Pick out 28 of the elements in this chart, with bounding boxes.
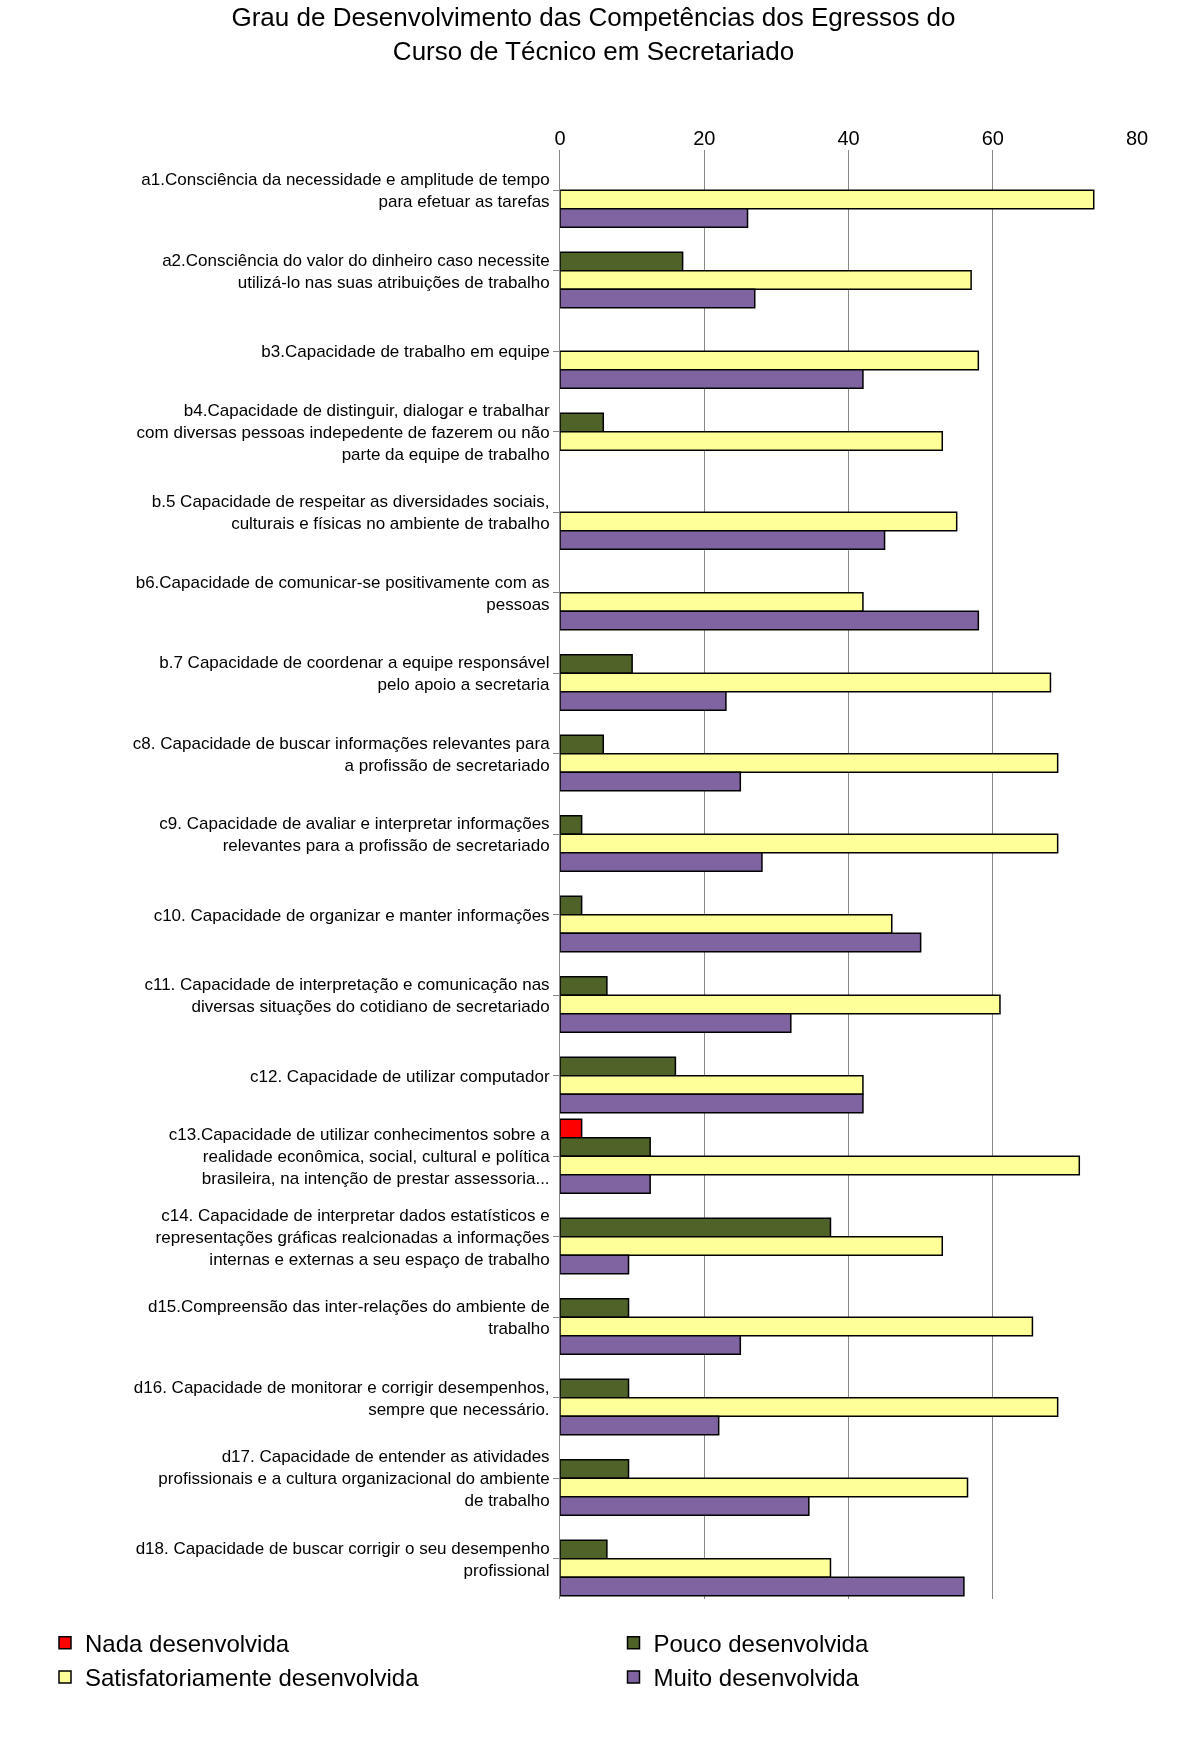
y-tick-label: c14. Capacidade de interpretar dados estatísticos e representações gráficas realcionadas a informações internas e externas a seu espaço de trabalho xyxy=(155,1205,550,1269)
y-tick-label: c10. Capacidade de organizar e manter informações xyxy=(153,905,550,925)
x-tick-label: 80 xyxy=(1125,127,1149,149)
y-tick-label: c13.Capacidade de utilizar conhecimentos sobre a realidade econômica, social, cultural e política brasileira, na intenção de prestar assessoria... xyxy=(168,1125,551,1189)
legend-label: Pouco desenvolvida xyxy=(653,1630,869,1658)
y-tick-label: b6.Capacidade de comunicar-se positivamente com as pessoas xyxy=(135,572,550,614)
y-tick-label: b4.Capacidade de distinguir, dialogar e trabalhar com diversas pessoas indepedente de fazerem ou não parte da equipe de trabalho xyxy=(136,400,550,464)
y-tick-label: c11. Capacidade de interpretação e comunicação nas diversas situações do cotidiano de secretariado xyxy=(144,975,550,1017)
y-tick-label: d15.Compreensão das inter-relações do ambiente de trabalho xyxy=(147,1297,550,1339)
x-tick-label: 40 xyxy=(837,127,860,149)
x-tick-label: 60 xyxy=(981,127,1004,149)
y-tick-label: c9. Capacidade de avaliar e interpretar informações relevantes para a profissão de secretariado xyxy=(159,814,550,856)
x-tick-label: 0 xyxy=(554,127,566,149)
y-tick-label: a1.Consciência da necessidade e amplitude de tempo para efetuar as tarefas xyxy=(141,170,550,212)
y-tick-label: b3.Capacidade de trabalho em equipe xyxy=(261,342,550,362)
legend-label: Satisfatoriamente desenvolvida xyxy=(85,1664,420,1692)
chart-title: Grau de Desenvolvimento das Competências dos Egressos do Curso de Técnico em Secretariado xyxy=(231,2,956,67)
y-tick-label: d18. Capacidade de buscar corrigir o seu desempenho profissional xyxy=(135,1538,550,1580)
legend-label: Nada desenvolvida xyxy=(85,1630,290,1658)
x-tick-label: 20 xyxy=(693,127,716,149)
y-tick-label: c12. Capacidade de utilizar computador xyxy=(250,1066,550,1086)
y-tick-label: b.5 Capacidade de respeitar as diversidades sociais, culturais e físicas no ambiente de trabalho xyxy=(151,492,550,534)
legend-label: Muito desenvolvida xyxy=(653,1664,860,1692)
y-tick-label: d16. Capacidade de monitorar e corrigir desempenhos, sempre que necessário. xyxy=(133,1377,550,1419)
y-tick-label: d17. Capacidade de entender as atividades profissionais e a cultura organizacional do ambiente de trabalho xyxy=(158,1447,550,1511)
y-tick-label: b.7 Capacidade de coordenar a equipe responsável pelo apoio a secretaria xyxy=(159,653,551,695)
y-tick-label: c8. Capacidade de buscar informações relevantes para a profissão de secretariado xyxy=(132,733,551,775)
y-tick-label: a2.Consciência do valor do dinheiro caso necessite utilizá-lo nas suas atribuições de trabalho xyxy=(162,250,550,292)
